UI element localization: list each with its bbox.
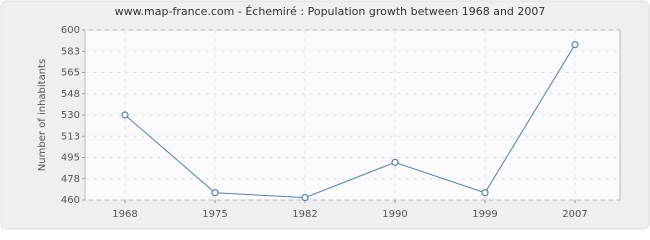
- series-line: [124, 44, 576, 199]
- chart: www.map-france.com - Échemiré : Populati…: [0, 0, 650, 230]
- y-tick-label: 530: [61, 110, 80, 121]
- y-tick-label: 460: [61, 195, 80, 206]
- y-tick-label: 600: [61, 25, 80, 36]
- x-tick-label: 1999: [472, 209, 497, 220]
- y-tick-label: 583: [61, 46, 80, 57]
- y-tick-label: 565: [61, 68, 80, 79]
- y-tick-label: 548: [61, 89, 80, 100]
- data-point: [121, 111, 129, 119]
- x-tick-label: 1990: [382, 209, 407, 220]
- x-tick-label: 1975: [202, 209, 227, 220]
- x-tick-label: 1968: [112, 209, 137, 220]
- data-point: [301, 193, 309, 202]
- data-point: [211, 189, 219, 197]
- data-point: [571, 40, 579, 49]
- y-tick-label: 478: [61, 174, 80, 185]
- data-point: [481, 189, 489, 197]
- data-point: [391, 158, 399, 166]
- x-tick-label: 2007: [562, 209, 587, 220]
- y-tick-label: 513: [61, 131, 80, 142]
- y-axis-label: Number of inhabitants: [37, 59, 48, 171]
- x-tick-label: 1982: [292, 209, 317, 220]
- y-tick-label: 495: [61, 153, 80, 164]
- chart-title: www.map-france.com - Échemiré : Populati…: [115, 5, 546, 18]
